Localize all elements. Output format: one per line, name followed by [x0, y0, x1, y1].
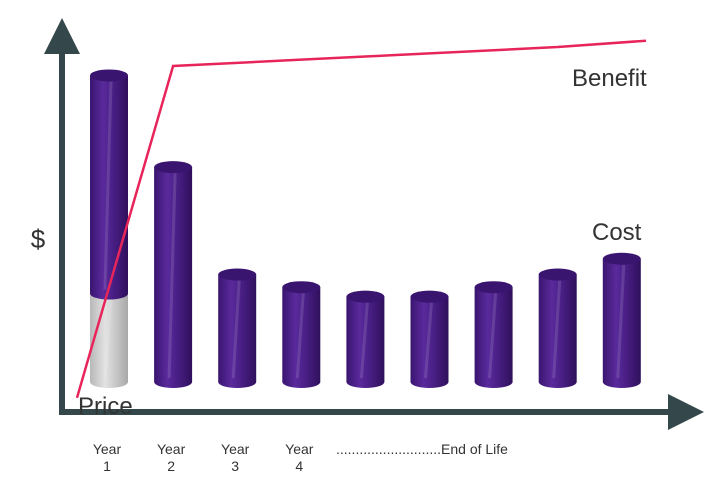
- line-layer: [75, 39, 647, 399]
- cost-bar-7: [474, 281, 513, 388]
- cost-bar-9: [602, 252, 641, 389]
- cost-bar-6-highlight: [424, 302, 433, 379]
- bars-layer: [90, 69, 641, 389]
- cost-bar-5: [346, 290, 385, 389]
- cost-bar-1-body: [90, 75, 128, 300]
- cost-bar-7-body: [474, 287, 513, 388]
- cost-bar-8-highlight: [552, 280, 562, 379]
- cost-bar-7-top: [474, 281, 513, 294]
- cost-bar-5-highlight: [359, 302, 369, 379]
- cost-bar-3: [218, 268, 257, 388]
- price-bar-1-highlight: [103, 299, 113, 379]
- benefit-line: [75, 39, 647, 399]
- end-of-life-label: ...........................End of Life: [336, 441, 508, 457]
- cost-bar-8: [538, 268, 577, 389]
- cost-bar-6-body: [410, 296, 449, 389]
- cost-bar-6: [410, 290, 449, 389]
- cost-bar-1-top: [90, 69, 128, 82]
- cost-bar-5-body: [346, 296, 385, 389]
- cost-bar-9-highlight: [616, 264, 626, 379]
- cost-bar-8-top: [538, 268, 577, 281]
- cost-bar-3-highlight: [231, 280, 241, 379]
- cost-label: Cost: [592, 219, 642, 246]
- cost-bar-2-body: [154, 167, 193, 389]
- cost-bar-5-top: [346, 290, 385, 303]
- cost-bar-4-highlight: [295, 293, 305, 379]
- cost-bar-1-highlight: [103, 81, 113, 290]
- x-tick-label-3: Year 3: [221, 441, 250, 474]
- x-tick-labels: Year 1 Year 2 Year 3 Year 4: [93, 441, 314, 474]
- x-tick-label-4: Year 4: [285, 441, 314, 474]
- cost-bar-9-body: [602, 258, 641, 389]
- price-bar-1: [90, 293, 128, 388]
- cost-bar-4-top: [282, 281, 321, 294]
- cost-bar-2: [154, 161, 193, 389]
- cost-bar-2-highlight: [167, 173, 177, 379]
- cost-bar-2-top: [154, 161, 193, 174]
- cost-bar-1: [90, 69, 128, 300]
- cost-bar-8-body: [538, 274, 577, 389]
- cost-bar-9-top: [602, 252, 641, 265]
- cost-bar-4: [282, 281, 321, 389]
- x-tick-label-2: Year 2: [157, 441, 186, 474]
- cost-bar-7-highlight: [488, 293, 498, 379]
- cost-bar-4-body: [282, 287, 321, 389]
- x-tick-label-1: Year 1: [93, 441, 122, 474]
- y-axis-label: $: [31, 224, 46, 254]
- price-label: Price: [78, 393, 133, 420]
- cost-bar-6-top: [410, 290, 449, 303]
- cost-bar-3-body: [218, 274, 257, 388]
- cost-bar-3-top: [218, 268, 257, 281]
- benefit-label: Benefit: [572, 65, 647, 92]
